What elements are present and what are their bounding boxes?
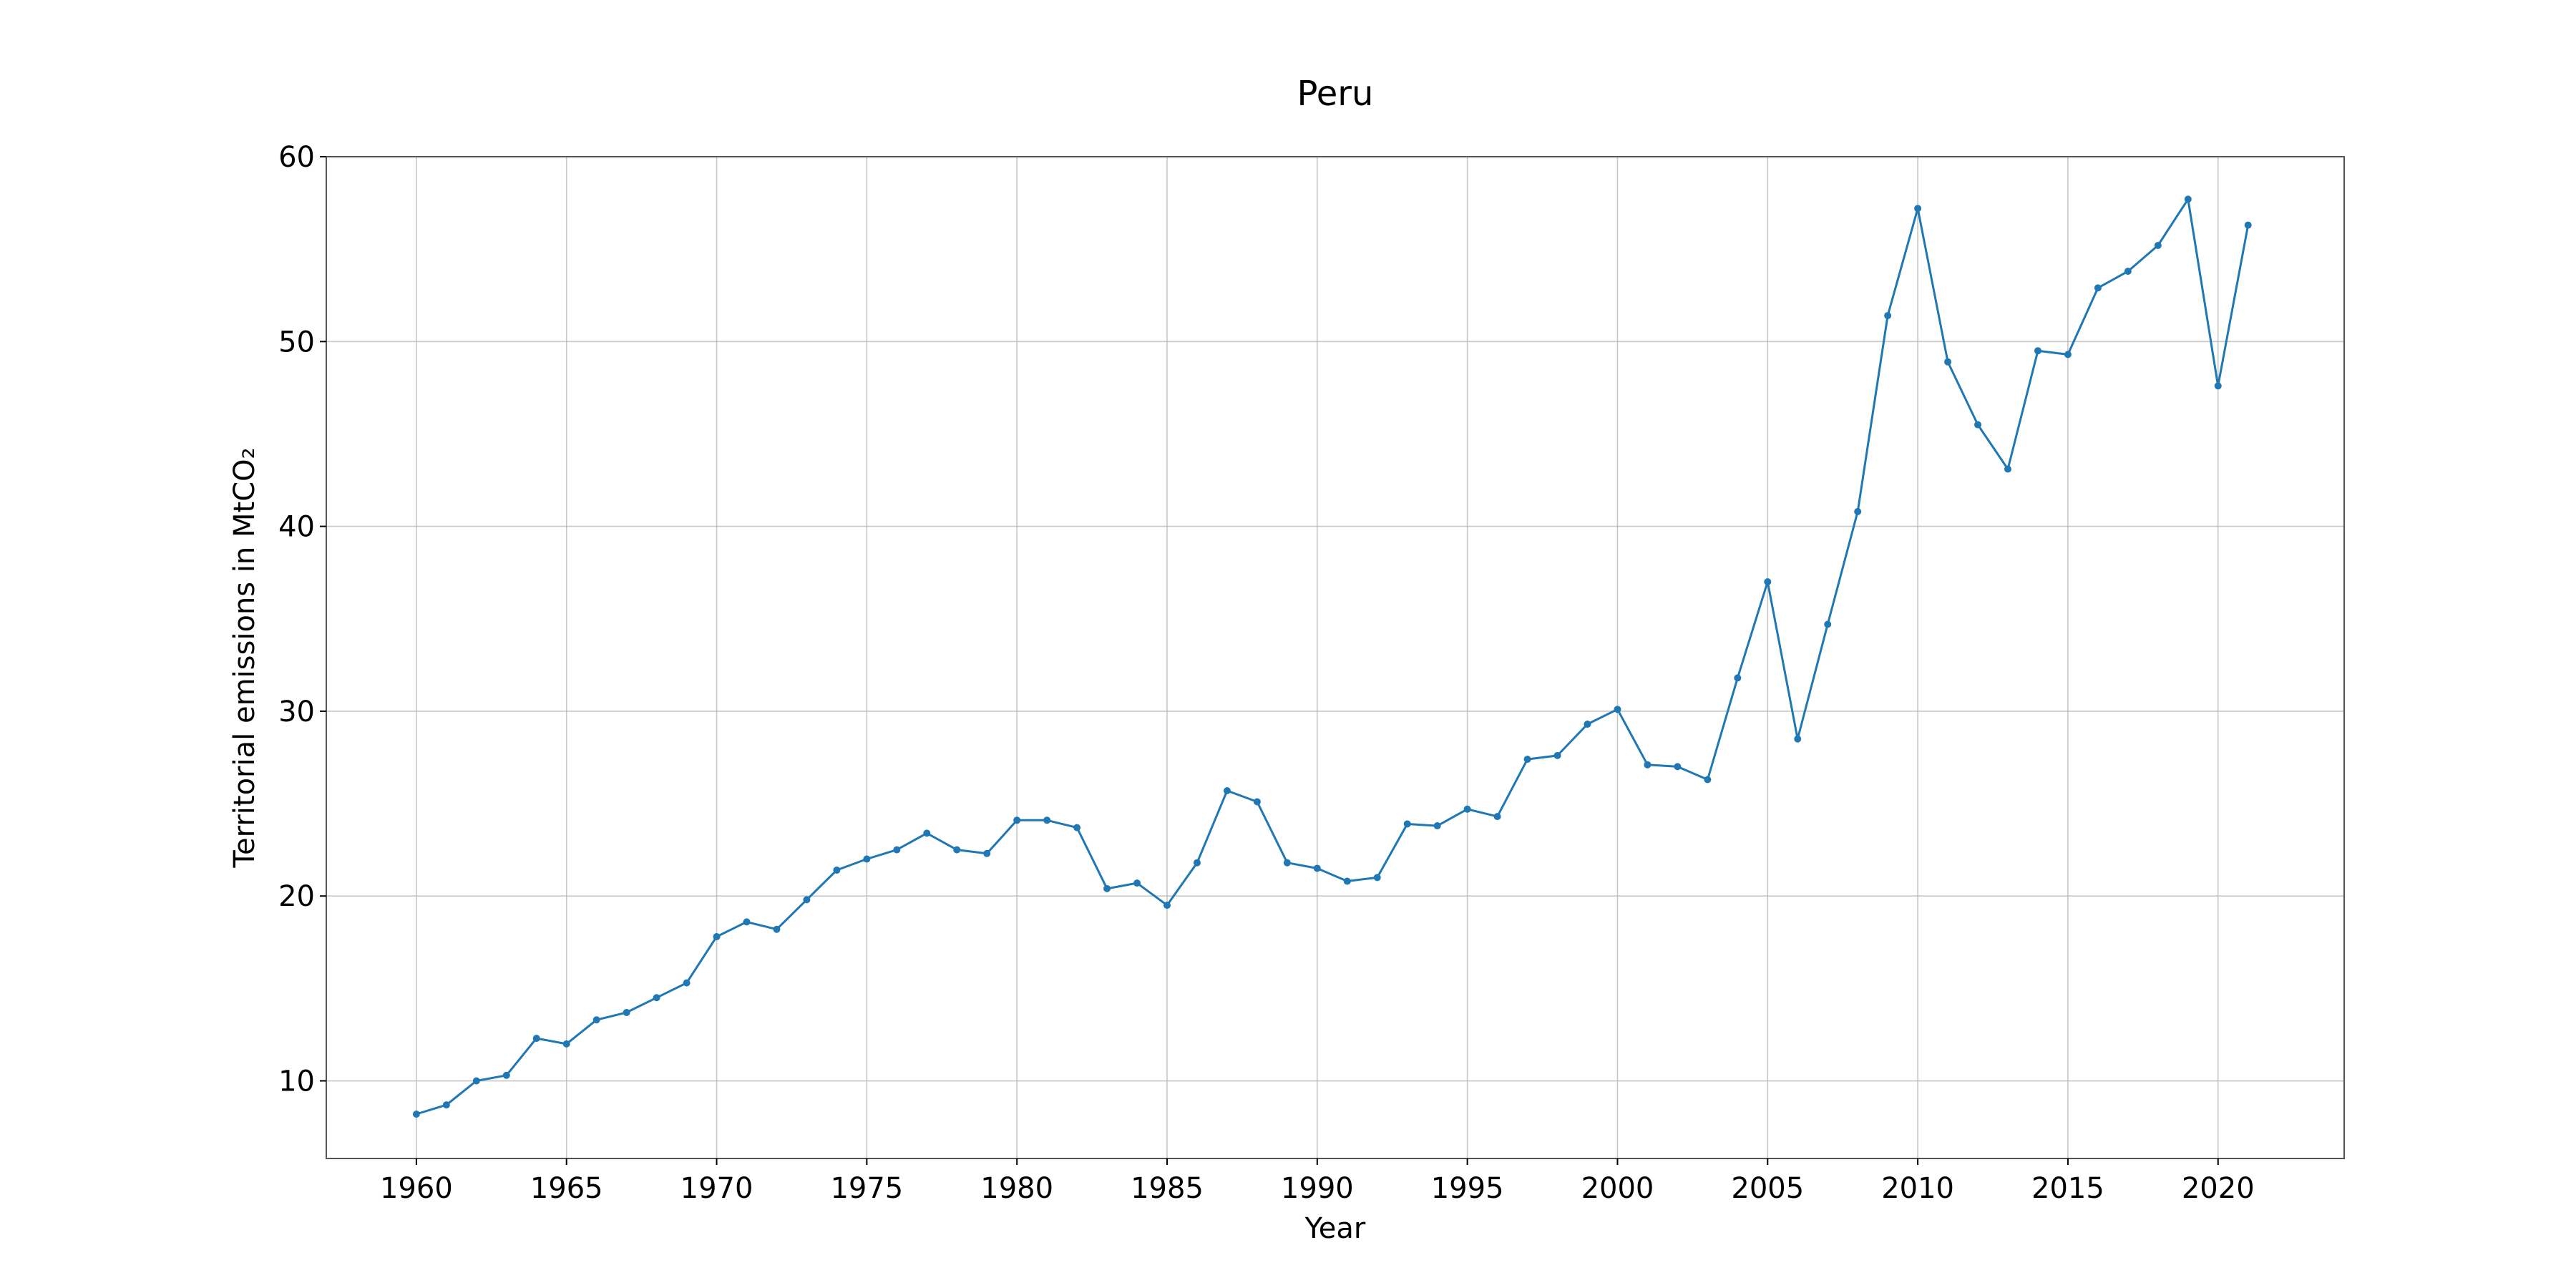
x-tick-label: 1980 <box>980 1172 1053 1205</box>
data-point <box>1493 813 1501 821</box>
data-point <box>2244 221 2252 229</box>
x-axis-label: Year <box>1304 1212 1366 1245</box>
x-tick-label: 1970 <box>680 1172 753 1205</box>
data-point <box>1403 820 1411 828</box>
data-point <box>983 849 991 857</box>
data-point <box>2034 347 2041 355</box>
data-point <box>1103 884 1111 892</box>
data-point <box>923 829 931 837</box>
data-point <box>1043 816 1051 824</box>
data-point <box>1614 706 1621 713</box>
data-point <box>653 994 660 1002</box>
data-point <box>1704 776 1712 784</box>
y-tick-label: 40 <box>278 511 315 544</box>
data-point <box>1433 822 1441 830</box>
data-point <box>442 1101 450 1109</box>
data-point <box>863 855 871 863</box>
y-tick-label: 50 <box>278 326 315 358</box>
x-tick-label: 2015 <box>2031 1172 2104 1205</box>
y-tick-label: 60 <box>278 141 315 174</box>
data-point <box>1193 859 1201 867</box>
data-point <box>1223 786 1231 794</box>
data-point <box>1734 674 1742 682</box>
data-point <box>2154 241 2162 249</box>
series-line <box>416 197 2250 1116</box>
data-point <box>1313 864 1321 872</box>
data-point <box>562 1040 570 1048</box>
data-point <box>2004 465 2011 473</box>
data-point <box>2184 195 2192 203</box>
data-point <box>1283 859 1291 867</box>
chart-title: Peru <box>1297 74 1374 114</box>
series-layer <box>412 195 2252 1118</box>
data-point <box>1133 879 1141 887</box>
data-point <box>1523 756 1531 763</box>
y-axis-label: Territorial emissions in MtCO₂ <box>228 447 261 868</box>
data-point <box>773 925 781 933</box>
x-tick-label: 1990 <box>1281 1172 1354 1205</box>
data-point <box>1974 421 1982 429</box>
data-point <box>1824 620 1832 628</box>
x-tick-label: 1985 <box>1131 1172 1204 1205</box>
data-point <box>713 933 721 941</box>
data-point <box>502 1071 510 1079</box>
data-point <box>1884 312 1892 320</box>
data-point <box>833 867 841 874</box>
x-tick-label: 2020 <box>2182 1172 2255 1205</box>
data-point <box>532 1035 540 1043</box>
data-point <box>953 846 961 854</box>
data-point <box>1944 358 1952 366</box>
x-tick-label: 1960 <box>380 1172 453 1205</box>
x-tick-label: 2010 <box>1881 1172 1954 1205</box>
data-point <box>2124 268 2132 275</box>
data-point <box>592 1016 600 1024</box>
data-point <box>412 1111 420 1118</box>
data-point <box>2214 382 2222 390</box>
data-point <box>1854 507 1862 515</box>
data-point <box>1764 578 1772 586</box>
data-point <box>623 1008 630 1016</box>
data-point <box>1343 877 1351 885</box>
data-point <box>803 896 811 904</box>
data-point <box>1584 720 1591 728</box>
x-tick-label: 1965 <box>530 1172 603 1205</box>
data-point <box>683 979 691 987</box>
grid-layer <box>326 156 2344 1158</box>
x-tick-label: 2000 <box>1581 1172 1654 1205</box>
ticks-layer: 1960 1965 1970 1975 1980 1985 1990 1995 2000 2005… <box>278 141 2255 1205</box>
data-point <box>1163 902 1171 909</box>
data-point <box>1644 761 1652 769</box>
data-point <box>2094 284 2102 292</box>
x-tick-label: 1975 <box>830 1172 903 1205</box>
data-point <box>893 846 901 854</box>
data-point <box>1914 205 1922 213</box>
data-point <box>743 918 751 926</box>
x-tick-label: 1995 <box>1431 1172 1504 1205</box>
data-point <box>2064 351 2072 358</box>
y-tick-label: 20 <box>278 880 315 913</box>
y-tick-label: 30 <box>278 696 315 728</box>
x-tick-label: 2005 <box>1731 1172 1804 1205</box>
data-point <box>1373 874 1381 882</box>
data-point <box>1463 805 1471 813</box>
data-point <box>1073 824 1081 831</box>
data-point <box>1253 798 1261 806</box>
y-tick-label: 10 <box>278 1065 315 1098</box>
data-point <box>1794 735 1802 743</box>
data-point <box>1674 763 1682 771</box>
plot-area <box>326 156 2345 1159</box>
data-point <box>1553 751 1561 759</box>
data-point <box>1013 816 1021 824</box>
data-point <box>472 1077 480 1085</box>
